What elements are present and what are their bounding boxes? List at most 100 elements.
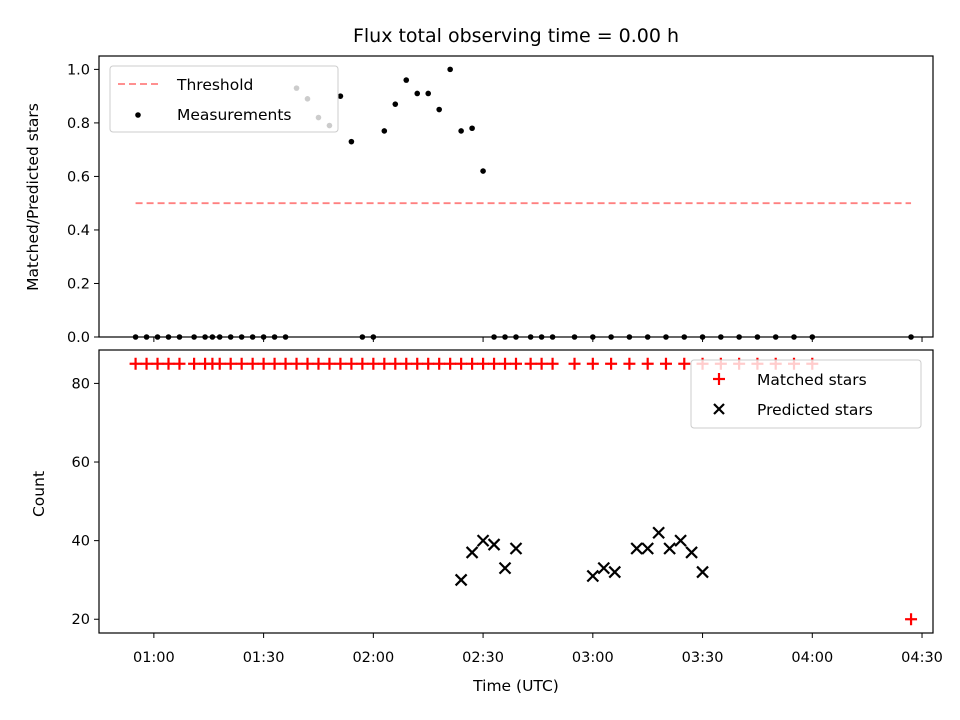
- matched-star-point: [279, 357, 292, 370]
- bottom-x-ticks: 01:00 01:30 02:00 02:30 03:00 03:30 04:00 04:30: [133, 633, 943, 666]
- measurement-point: [414, 90, 421, 97]
- bottom-y-tick-label: 80: [72, 376, 90, 392]
- matched-star-point: [659, 357, 672, 370]
- bottom-y-ticks: 20 40 60 80: [72, 376, 99, 628]
- matched-star-point: [129, 357, 142, 370]
- matched-star-point: [367, 357, 380, 370]
- top-y-ticks: 0.0 0.2 0.4 0.6 0.8 1.0: [67, 62, 99, 346]
- predicted-star-mark-b: [498, 561, 512, 575]
- top-y-tick-label: 1.0: [67, 62, 90, 78]
- matched-star-point: [586, 357, 599, 370]
- matched-star-point: [605, 357, 618, 370]
- predicted-star-mark-b: [487, 538, 501, 551]
- matched-star-point: [312, 357, 325, 370]
- matched-star-point: [151, 357, 164, 370]
- predicted-star-point: [509, 542, 523, 555]
- predicted-star-mark-b: [454, 573, 468, 587]
- top-x-ticks: [153, 337, 923, 342]
- matched-star-point: [257, 357, 270, 370]
- matched-legend-swatch: [713, 373, 725, 385]
- matched-star-point: [162, 357, 175, 370]
- predicted-star-mark-b: [465, 546, 479, 559]
- predicted-star-point: [498, 561, 512, 575]
- bottom-y-tick-label: 40: [72, 534, 90, 550]
- matched-star-point: [466, 357, 479, 370]
- measurement-point: [337, 93, 344, 99]
- matched-star-point: [246, 357, 259, 370]
- matched-star-point: [433, 357, 446, 370]
- predicted-star-point: [465, 546, 479, 559]
- measurement-point: [425, 90, 432, 97]
- matched-star-point: [477, 357, 490, 370]
- matched-star-point: [235, 357, 248, 370]
- matched-star-point: [224, 357, 237, 370]
- bottom-x-axis-label: Time (UTC): [472, 677, 559, 695]
- bottom-x-tick-label: 02:30: [462, 650, 504, 666]
- predicted-star-mark-b: [674, 534, 687, 547]
- matched-star-point: [356, 357, 369, 370]
- matched-star-point: [499, 357, 512, 370]
- bottom-x-tick-label: 01:30: [243, 650, 285, 666]
- top-plot-frame: [98, 55, 934, 338]
- matched-star-point: [173, 357, 186, 370]
- bottom-y-tick-label: 60: [72, 455, 90, 471]
- predicted-star-mark-b: [586, 569, 600, 583]
- top-y-tick-label: 0.2: [67, 276, 90, 292]
- matched-star-point: [301, 357, 314, 370]
- matched-star-point: [389, 357, 402, 370]
- predicted-star-point: [696, 565, 709, 579]
- predicted-star-point: [597, 561, 611, 575]
- measurement-point: [403, 77, 410, 83]
- bottom-x-tick-label: 04:00: [791, 650, 833, 666]
- matched-star-point: [411, 357, 424, 370]
- matched-star-point: [524, 357, 537, 370]
- matched-star-point: [535, 357, 548, 370]
- chart-title: Flux total observing time = 0.00 h: [353, 25, 679, 47]
- matched-star-point: [623, 357, 636, 370]
- matched-star-point: [641, 357, 654, 370]
- matched-star-point: [444, 357, 457, 370]
- bottom-plot-marks: [129, 357, 918, 626]
- predicted-legend-label: Predicted stars: [757, 401, 873, 419]
- bottom-x-tick-label: 03:30: [682, 650, 724, 666]
- bottom-x-tick-label: 01:00: [133, 650, 175, 666]
- predicted-star-point: [476, 534, 490, 547]
- predicted-star-mark-b: [641, 542, 654, 555]
- top-legend: Threshold Measurements: [109, 65, 339, 133]
- matched-star-point: [213, 357, 226, 370]
- matched-star-point: [400, 357, 413, 370]
- threshold-legend-label: Threshold: [176, 76, 253, 94]
- top-y-tick-label: 0.4: [67, 223, 90, 239]
- predicted-star-mark-b: [663, 542, 676, 555]
- predicted-star-mark-b: [509, 542, 523, 555]
- measurements-legend-swatch: [135, 112, 141, 118]
- bottom-legend-box: [690, 359, 922, 429]
- bottom-y-tick-label: 20: [72, 612, 90, 628]
- top-y-tick-label: 0.8: [67, 116, 90, 132]
- bottom-legend: Matched stars Predicted stars: [690, 359, 922, 429]
- matched-star-point: [268, 357, 281, 370]
- predicted-star-point: [454, 573, 468, 587]
- matched-star-point: [345, 357, 358, 370]
- predicted-star-point: [674, 534, 687, 547]
- bottom-y-axis-label: Count: [30, 471, 48, 517]
- matched-star-point: [290, 357, 303, 370]
- bottom-plot-frame: [98, 349, 934, 634]
- predicted-star-point: [652, 526, 665, 540]
- matched-star-point: [510, 357, 522, 370]
- matched-star-point: [323, 357, 336, 370]
- matched-star-point: [905, 613, 918, 626]
- predicted-star-point: [487, 538, 501, 551]
- measurement-point: [348, 138, 355, 145]
- matched-star-point: [378, 357, 391, 370]
- bottom-x-tick-label: 03:00: [572, 650, 614, 666]
- predicted-legend-swatch: [713, 403, 725, 415]
- predicted-star-mark-b: [652, 526, 665, 540]
- top-y-tick-label: 0.6: [67, 169, 90, 185]
- predicted-star-mark-b: [630, 542, 643, 555]
- matched-star-point: [488, 357, 501, 370]
- predicted-star-point: [685, 546, 698, 559]
- predicted-star-point: [586, 569, 600, 583]
